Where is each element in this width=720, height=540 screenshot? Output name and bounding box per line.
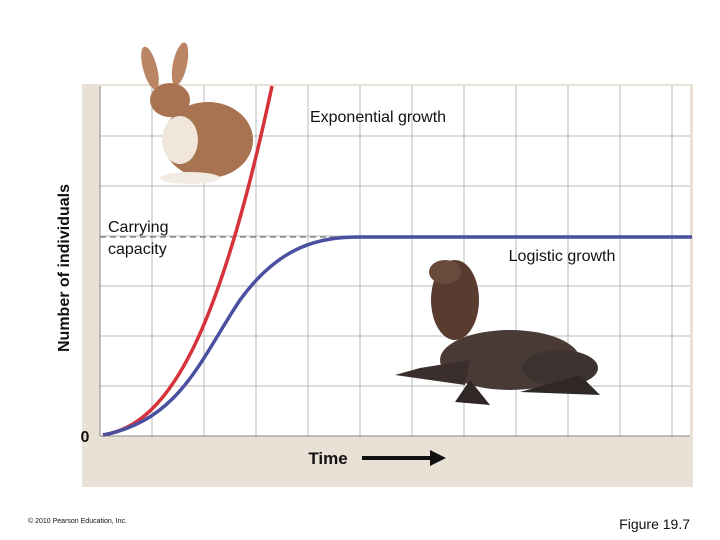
origin-label: 0 xyxy=(81,429,90,446)
rabbit-illustration xyxy=(141,42,253,184)
carrying-label: Carrying xyxy=(108,219,168,236)
capacity-label: capacity xyxy=(108,241,167,258)
y-axis-label: Number of individuals xyxy=(56,184,73,352)
logistic-curve xyxy=(102,235,692,437)
time-arrowhead xyxy=(430,450,446,466)
logistic-label: Logistic growth xyxy=(509,248,616,265)
x-axis-label: Time xyxy=(308,449,347,468)
copyright: © 2010 Pearson Education, Inc. xyxy=(28,517,127,525)
sea-lion-illustration xyxy=(395,260,600,405)
caption: Figure 19.7 xyxy=(619,516,690,532)
exponential-label: Exponential growth xyxy=(310,109,446,126)
